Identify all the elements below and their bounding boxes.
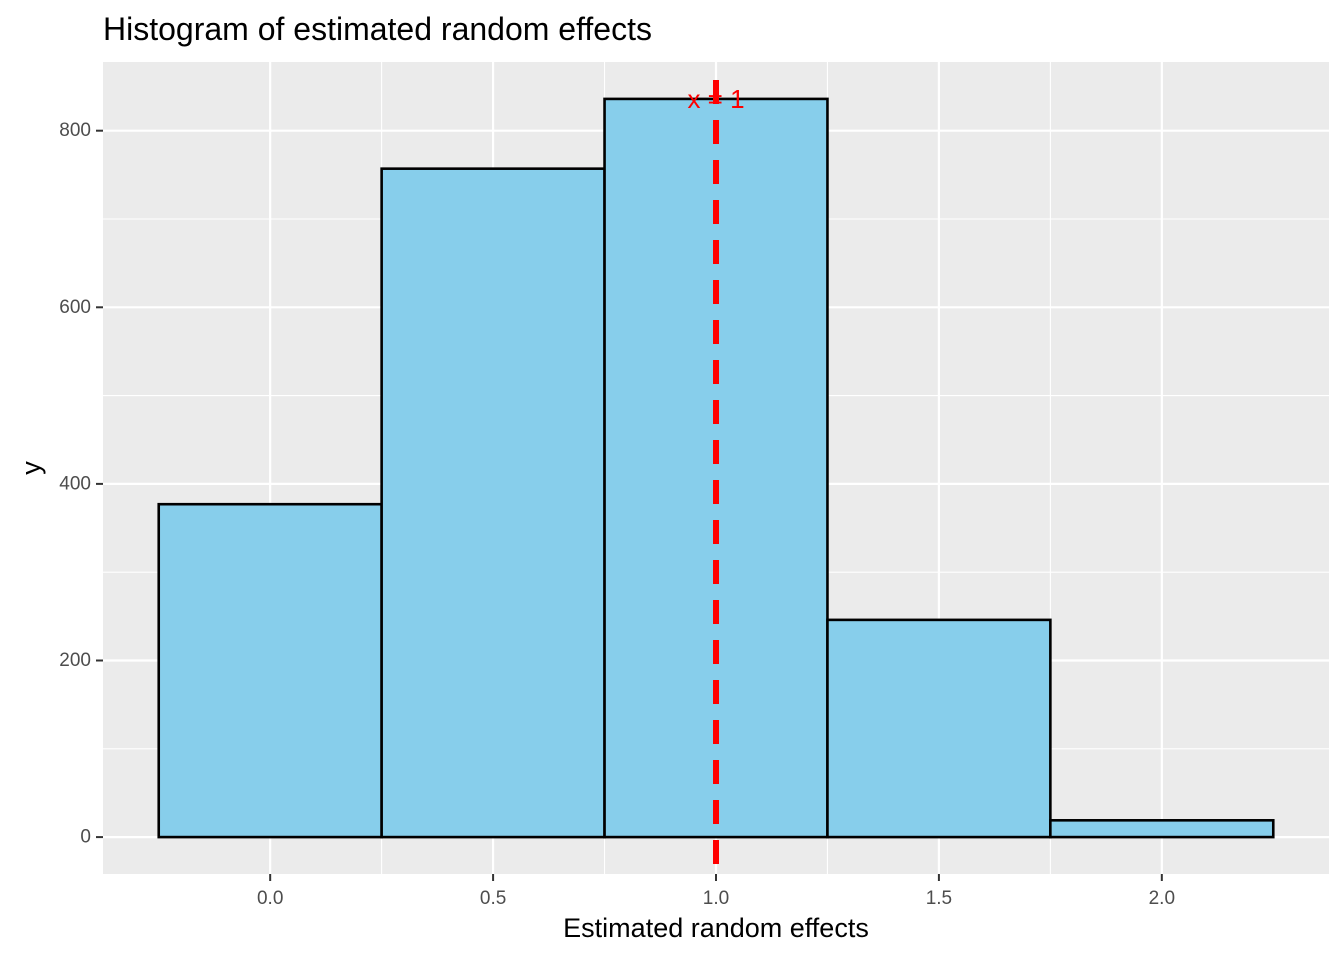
x-tick-label: 0.0 bbox=[257, 888, 283, 909]
x-tick-label: 1.5 bbox=[926, 888, 952, 909]
x-axis-ticks: 0.0 0.5 1.0 1.5 2.0 bbox=[257, 874, 1175, 909]
x-tick-label: 2.0 bbox=[1149, 888, 1175, 909]
x-tick-label: 0.5 bbox=[480, 888, 506, 909]
x-tick-label: 1.0 bbox=[703, 888, 729, 909]
y-tick-label: 200 bbox=[59, 650, 91, 671]
y-tick-label: 0 bbox=[80, 827, 91, 848]
vline-annotation: x = 1 bbox=[687, 84, 744, 114]
histogram-bar bbox=[1049, 819, 1275, 839]
chart-title: Histogram of estimated random effects bbox=[103, 11, 652, 47]
histogram-bar bbox=[380, 167, 606, 839]
y-axis-title: y bbox=[16, 461, 46, 475]
y-tick-label: 600 bbox=[59, 297, 91, 318]
x-axis-title: Estimated random effects bbox=[563, 913, 869, 943]
y-tick-label: 400 bbox=[59, 473, 91, 494]
y-tick-label: 800 bbox=[59, 120, 91, 141]
histogram-bars bbox=[157, 97, 1275, 839]
histogram-bar bbox=[157, 502, 383, 839]
histogram-bar bbox=[826, 618, 1052, 839]
y-axis-ticks: 0 200 400 600 800 bbox=[59, 120, 103, 848]
